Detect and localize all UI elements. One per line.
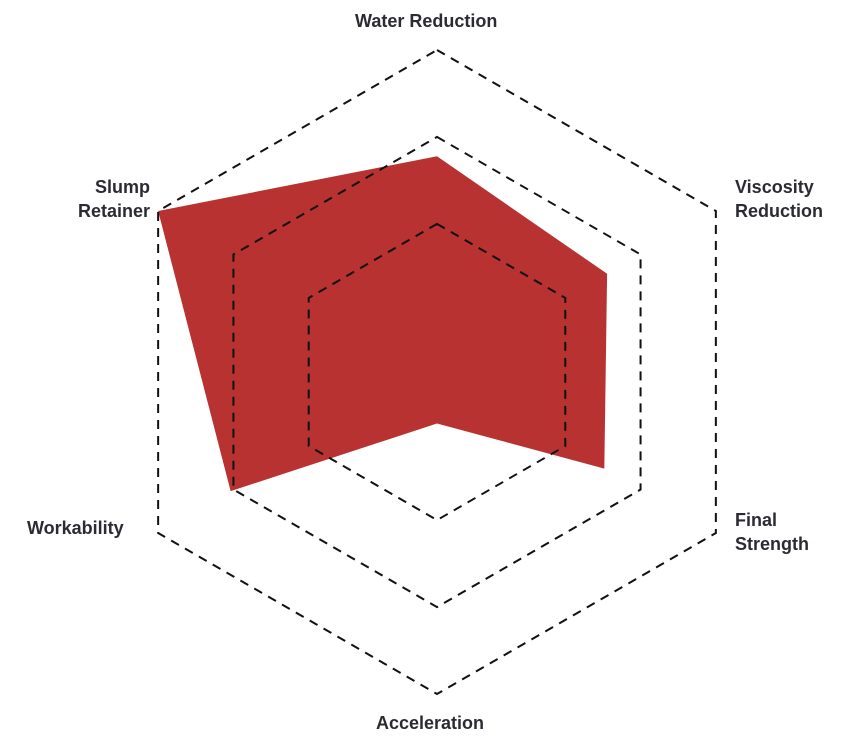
axis-label-acceleration: Acceleration — [376, 713, 485, 733]
grid-ring — [157, 48, 717, 696]
axis-label-viscosity-reduction: Viscosity Reduction — [735, 177, 823, 221]
axis-label-final-strength: Final Strength — [735, 510, 809, 554]
grid-ring — [307, 222, 567, 522]
series-area — [158, 156, 608, 492]
axis-label-workability: Workability — [27, 518, 124, 538]
grid-ring — [232, 135, 642, 609]
axis-label-slump-retainer: Slump Retainer — [78, 177, 151, 221]
axis-label-water-reduction: Water Reduction — [355, 11, 498, 31]
